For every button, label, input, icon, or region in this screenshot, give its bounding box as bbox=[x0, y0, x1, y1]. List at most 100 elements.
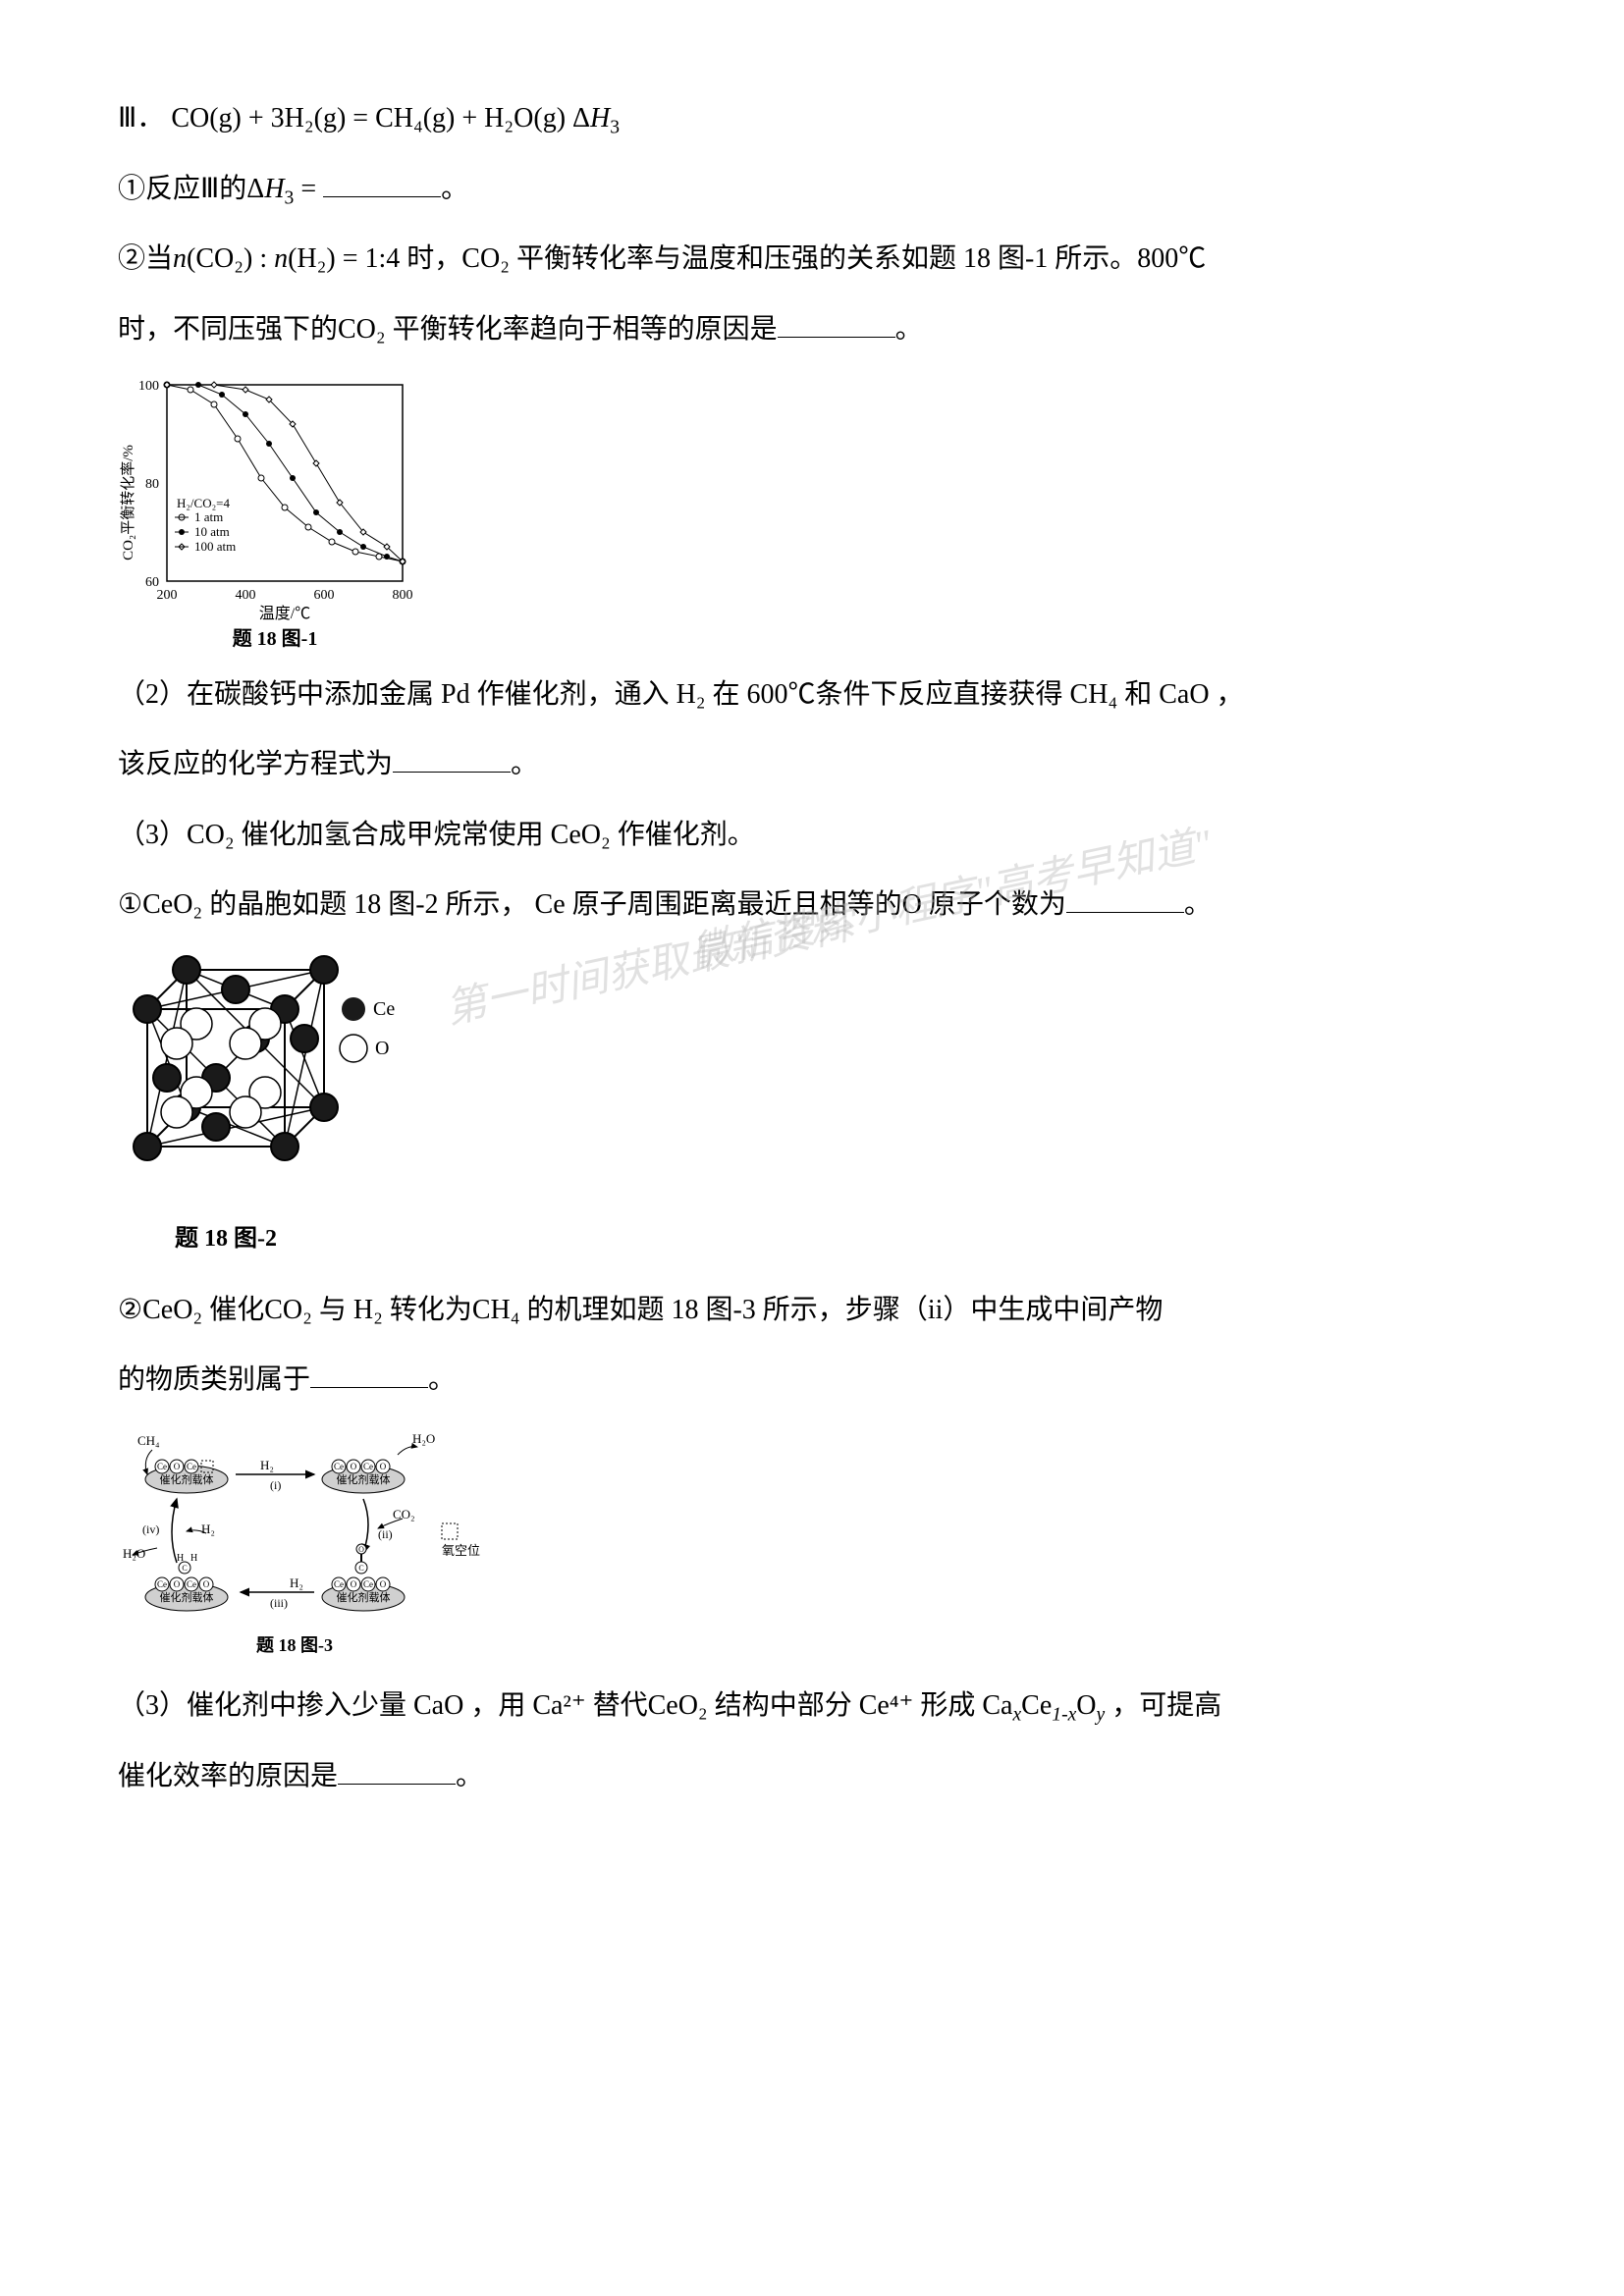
figure-1-container: 100 80 60 200 400 600 800 bbox=[118, 375, 1506, 650]
q33-p1: （3）催化剂中掺入少量 CaO ，用 Ca²⁺ 替代CeO₂ 结构中部分 Ce⁴… bbox=[118, 1690, 1012, 1721]
svg-text:O: O bbox=[174, 1462, 181, 1471]
blank-4[interactable] bbox=[1066, 884, 1184, 913]
q32-p1: ②CeO₂ 催化CO₂ 与 H₂ 转化为CH₄ 的机理如题 18 图-3 所示，… bbox=[118, 1295, 1163, 1325]
ytick-80: 80 bbox=[145, 477, 159, 492]
sub-3: 3 bbox=[610, 118, 620, 138]
svg-text:C: C bbox=[358, 1564, 363, 1573]
q12-n2: n bbox=[274, 243, 288, 274]
step-ii: (ii) bbox=[378, 1527, 393, 1541]
q33-p1b: Ce bbox=[1021, 1690, 1052, 1721]
question-1-2-line2: 时，不同压强下的CO₂ 平衡转化率趋向于相等的原因是。 bbox=[118, 299, 1506, 360]
svg-text:H: H bbox=[177, 1553, 184, 1564]
q31-a: ①CeO₂ 的晶胞如题 18 图-2 所示， Ce 原子周围距离最近且相等的O … bbox=[118, 889, 1066, 920]
legend-ce: Ce bbox=[373, 998, 395, 1020]
question-2-line1: （2）在碳酸钙中添加金属 Pd 作催化剂，通入 H₂ 在 600℃条件下反应直接… bbox=[118, 665, 1506, 725]
question-1-1: ①反应Ⅲ的ΔH3 = 。 bbox=[118, 159, 1506, 220]
q11-eq: = bbox=[294, 174, 323, 204]
q12-p2a: (CO₂) : bbox=[187, 243, 274, 274]
q11-h: H bbox=[264, 174, 284, 204]
ylabel: CO₂平衡转化率/% bbox=[120, 445, 136, 561]
question-3-2-line2: 的物质类别属于 。 bbox=[118, 1350, 1506, 1411]
chart-1: 100 80 60 200 400 600 800 bbox=[118, 375, 432, 650]
svg-text:Ce: Ce bbox=[157, 1462, 167, 1471]
catalyst-tr: 催化剂载体 bbox=[337, 1472, 391, 1486]
q12-p1: ②当 bbox=[118, 243, 173, 274]
svg-text:O: O bbox=[358, 1545, 364, 1554]
h2o-label-2: H₂O bbox=[123, 1546, 145, 1561]
step-iii: (iii) bbox=[270, 1596, 288, 1610]
catalyst-bl: 催化剂载体 bbox=[160, 1590, 214, 1604]
xlabel: 温度/℃ bbox=[259, 605, 310, 622]
delta-h: H bbox=[590, 103, 610, 133]
vacancy-label: 氧空位 bbox=[442, 1543, 480, 1558]
xtick-400: 400 bbox=[236, 588, 256, 603]
q33-p1d: ，可提高 bbox=[1105, 1690, 1221, 1721]
q12-p3: 时，不同压强下的CO₂ 平衡转化率趋向于相等的原因是 bbox=[118, 314, 778, 345]
svg-text:O: O bbox=[351, 1579, 357, 1589]
ytick-100: 100 bbox=[138, 379, 159, 394]
q12-p2b: (H₂) = 1:4 时，CO₂ 平衡转化率与温度和压强的关系如题 18 图-1… bbox=[288, 243, 1206, 274]
fig1-caption: 题 18 图-1 bbox=[233, 627, 318, 650]
q11-prefix: ①反应Ⅲ的Δ bbox=[118, 174, 264, 204]
fig2-caption: 题 18 图-2 bbox=[118, 1213, 334, 1265]
sub-y: y bbox=[1097, 1705, 1106, 1726]
question-1-2-line1: ②当n(CO₂) : n(H₂) = 1:4 时，CO₂ 平衡转化率与温度和压强… bbox=[118, 229, 1506, 290]
xtick-200: 200 bbox=[157, 588, 178, 603]
legend-1atm: 1 atm bbox=[194, 509, 223, 524]
legend-o: O bbox=[375, 1038, 389, 1059]
co2-label: CO₂ bbox=[393, 1507, 415, 1522]
blank-3[interactable] bbox=[393, 744, 511, 773]
xtick-800: 800 bbox=[393, 588, 413, 603]
q2-p2: 该反应的化学方程式为 bbox=[118, 749, 393, 779]
question-3-3-line1: （3）催化剂中掺入少量 CaO ，用 Ca²⁺ 替代CeO₂ 结构中部分 Ce⁴… bbox=[118, 1676, 1506, 1736]
legend-10atm: 10 atm bbox=[194, 524, 230, 539]
q3-intro: （3）CO₂ 催化加氢合成甲烷常使用 CeO₂ 作催化剂。 bbox=[118, 820, 755, 850]
question-3-1: ①CeO₂ 的晶胞如题 18 图-2 所示， Ce 原子周围距离最近且相等的O … bbox=[118, 875, 1506, 935]
svg-text:O: O bbox=[380, 1462, 387, 1471]
catalyst-tl: 催化剂载体 bbox=[160, 1472, 214, 1486]
blank-5[interactable] bbox=[310, 1360, 428, 1388]
legend-100atm: 100 atm bbox=[194, 539, 236, 554]
legend-title: H₂/CO₂=4 bbox=[177, 496, 230, 510]
blank-1[interactable] bbox=[323, 169, 441, 197]
q12-n1: n bbox=[173, 243, 187, 274]
q32-p2: 的物质类别属于 bbox=[118, 1364, 310, 1395]
figure-2-container: Ce O 题 18 图-2 bbox=[118, 950, 1506, 1265]
svg-text:O: O bbox=[380, 1579, 387, 1589]
blank-2[interactable] bbox=[778, 309, 895, 338]
q32-suffix: 。 bbox=[428, 1364, 456, 1395]
equation-3: CO(g) + 3H₂(g) = CH₄(g) + H₂O(g) Δ bbox=[171, 103, 590, 133]
h2o-label: H₂O bbox=[412, 1431, 435, 1446]
svg-text:Ce: Ce bbox=[334, 1579, 344, 1589]
roman-3: Ⅲ． bbox=[118, 103, 164, 133]
equation-3-line: Ⅲ． CO(g) + 3H₂(g) = CH₄(g) + H₂O(g) ΔH3 bbox=[118, 88, 1506, 149]
svg-text:Ce: Ce bbox=[363, 1462, 373, 1471]
crystal-structure: Ce O bbox=[118, 950, 452, 1205]
svg-text:Ce: Ce bbox=[363, 1579, 373, 1589]
step-iv: (iv) bbox=[142, 1522, 159, 1536]
question-3-intro: （3）CO₂ 催化加氢合成甲烷常使用 CeO₂ 作催化剂。 bbox=[118, 805, 1506, 866]
q31-suffix: 。 bbox=[1184, 889, 1212, 920]
step-i: (i) bbox=[270, 1478, 281, 1492]
q2-suffix: 。 bbox=[511, 749, 538, 779]
q11-sub: 3 bbox=[285, 187, 295, 208]
catalyst-br: 催化剂载体 bbox=[337, 1590, 391, 1604]
q11-suffix: 。 bbox=[441, 174, 468, 204]
q33-suffix: 。 bbox=[456, 1761, 483, 1791]
q33-p2: 催化效率的原因是 bbox=[118, 1761, 338, 1791]
fig3-caption: 题 18 图-3 bbox=[256, 1635, 333, 1655]
svg-text:Ce: Ce bbox=[187, 1462, 196, 1471]
h2-label-3: H₂ bbox=[201, 1522, 215, 1536]
q33-p1c: O bbox=[1076, 1690, 1096, 1721]
svg-text:Ce: Ce bbox=[157, 1579, 167, 1589]
svg-text:Ce: Ce bbox=[334, 1462, 344, 1471]
question-3-3-line2: 催化效率的原因是 。 bbox=[118, 1746, 1506, 1807]
h2-label-2: H₂ bbox=[290, 1575, 303, 1590]
ch4-label: CH₄ bbox=[137, 1433, 160, 1448]
question-2-line2: 该反应的化学方程式为 。 bbox=[118, 734, 1506, 795]
svg-text:H: H bbox=[190, 1553, 197, 1564]
question-3-2-line1: ②CeO₂ 催化CO₂ 与 H₂ 转化为CH₄ 的机理如题 18 图-3 所示，… bbox=[118, 1280, 1506, 1341]
mechanism-diagram: 催化剂载体 Ce O Ce CH₄ H₂ (i) 催化剂载体 Ce O Ce O… bbox=[118, 1425, 511, 1661]
xtick-600: 600 bbox=[314, 588, 335, 603]
blank-6[interactable] bbox=[338, 1756, 456, 1785]
